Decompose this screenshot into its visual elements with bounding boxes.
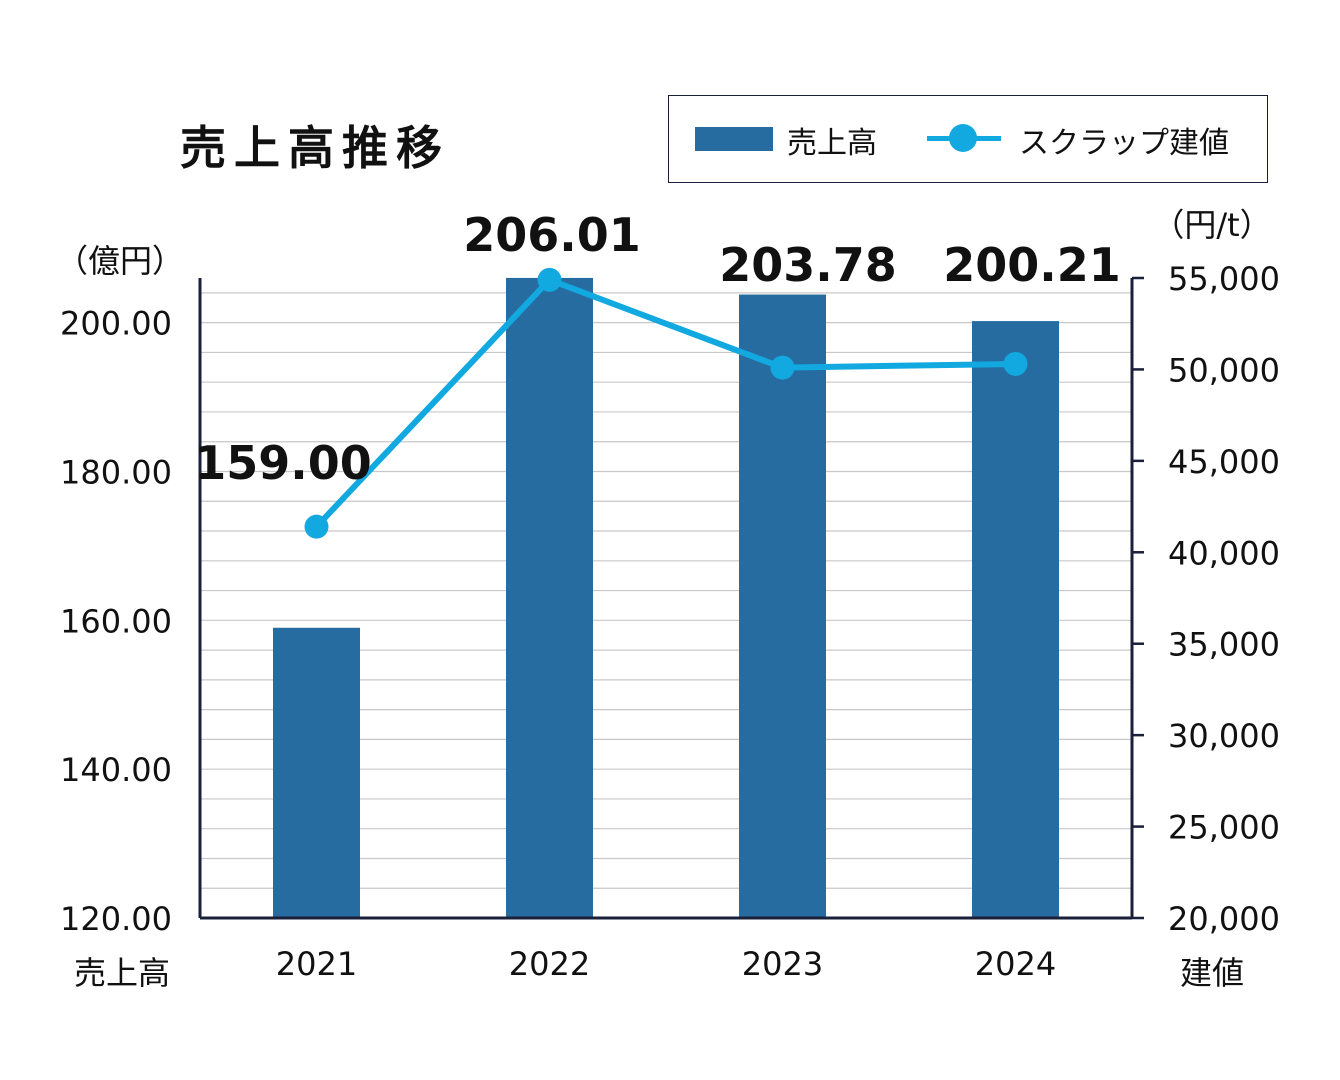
y-right-tick-label: 25,000 bbox=[1168, 809, 1280, 847]
legend-line-marker bbox=[949, 124, 977, 152]
y-right-tick-label: 30,000 bbox=[1168, 717, 1280, 755]
data-label-2023: 203.78 bbox=[719, 238, 897, 292]
chart-title: 売上高推移 bbox=[180, 121, 450, 175]
series-line-scrap-price bbox=[314, 276, 1016, 529]
x-tick-label: 2021 bbox=[276, 945, 357, 983]
data-label-2024: 200.21 bbox=[943, 238, 1121, 292]
bar-2022 bbox=[506, 277, 593, 919]
y-left-tick-label: 200.00 bbox=[60, 305, 172, 343]
y-left-tick-label: 120.00 bbox=[60, 900, 172, 938]
y-right-tick-label: 35,000 bbox=[1168, 626, 1280, 664]
y-right-tick-label: 55,000 bbox=[1168, 260, 1280, 298]
y-left-tick-label: 180.00 bbox=[60, 453, 172, 491]
y-left-axis-label: 売上高 bbox=[74, 954, 170, 992]
data-label-2022: 206.01 bbox=[463, 208, 641, 262]
bar-2023 bbox=[739, 294, 826, 918]
bar-2021 bbox=[273, 627, 360, 918]
y-right-tick-label: 50,000 bbox=[1168, 351, 1280, 389]
y-left-unit: （億円） bbox=[56, 242, 184, 280]
legend-line-label: スクラップ建値 bbox=[1019, 126, 1229, 161]
line-point-2023 bbox=[770, 355, 795, 380]
y-right-tick-label: 20,000 bbox=[1168, 900, 1280, 938]
data-label-2021: 159.00 bbox=[194, 436, 372, 490]
y-left-tick-label: 140.00 bbox=[60, 751, 172, 789]
y-right-axis-label: 建値 bbox=[1180, 954, 1244, 992]
legend-bar-label: 売上高 bbox=[787, 126, 877, 161]
line-point-2021 bbox=[304, 514, 329, 539]
line-point-2022 bbox=[537, 267, 562, 292]
x-tick-label: 2023 bbox=[742, 945, 823, 983]
line-point-2024 bbox=[1003, 351, 1028, 376]
x-tick-label: 2024 bbox=[975, 945, 1056, 983]
legend-bar-swatch bbox=[695, 127, 773, 151]
y-left-tick-label: 160.00 bbox=[60, 602, 172, 640]
legend: 売上高 スクラップ建値 bbox=[668, 95, 1268, 183]
bar-2024 bbox=[972, 321, 1059, 918]
y-right-unit: （円/t） bbox=[1152, 206, 1271, 244]
y-right-tick-label: 45,000 bbox=[1168, 443, 1280, 481]
y-right-tick-label: 40,000 bbox=[1168, 534, 1280, 572]
x-tick-label: 2022 bbox=[509, 945, 590, 983]
